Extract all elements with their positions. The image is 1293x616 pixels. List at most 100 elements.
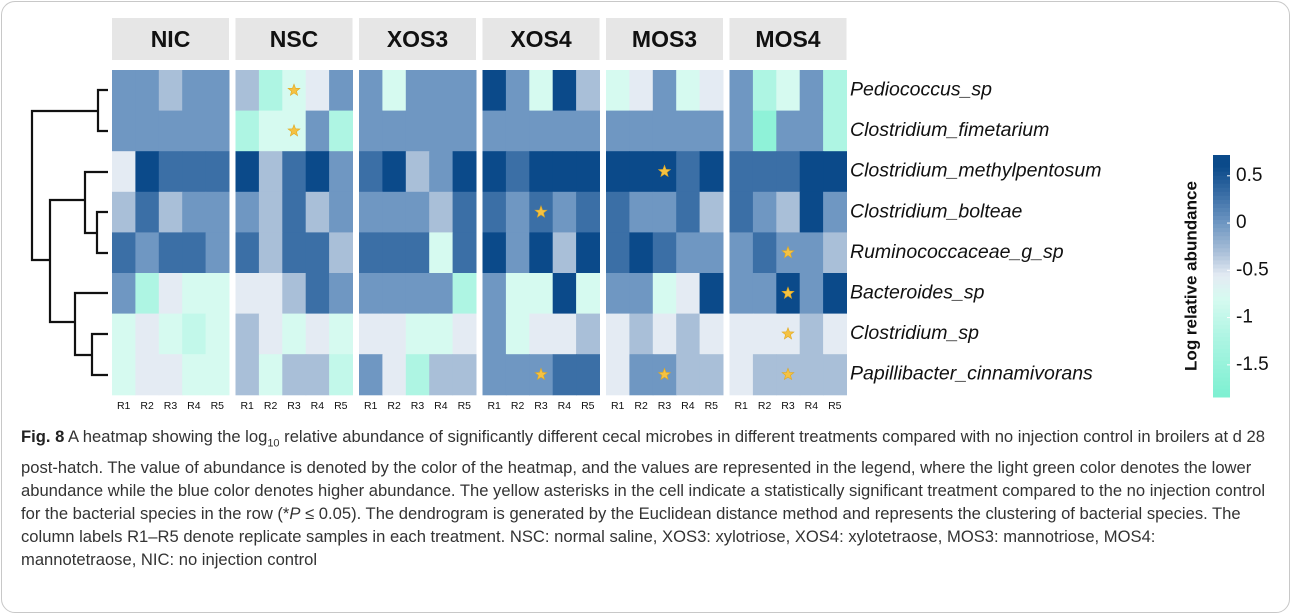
cell — [158, 232, 183, 274]
cell — [799, 191, 824, 233]
cell — [452, 191, 477, 233]
cell — [799, 151, 824, 193]
cell — [429, 232, 454, 274]
cell — [629, 191, 654, 233]
colorbar-step — [1213, 360, 1230, 366]
cell — [205, 191, 230, 233]
cell — [135, 354, 160, 396]
row-label: Bacteroides_sp — [850, 281, 985, 303]
colorbar-step — [1213, 304, 1230, 309]
significance-star — [657, 164, 672, 178]
cell — [629, 232, 654, 274]
cell — [429, 191, 454, 233]
colorbar-step — [1213, 191, 1230, 196]
significance-star — [534, 367, 548, 381]
cell — [452, 354, 477, 396]
cell — [823, 151, 847, 193]
cell — [576, 273, 600, 315]
colorbar-step — [1213, 211, 1230, 216]
cell — [359, 313, 383, 355]
cell — [482, 354, 507, 396]
cell — [329, 70, 353, 112]
column-label: R5 — [828, 400, 842, 412]
cell — [752, 354, 777, 396]
cell — [429, 313, 454, 355]
cell — [552, 70, 577, 112]
cell — [552, 151, 577, 193]
cell — [799, 70, 824, 112]
cell — [205, 273, 230, 315]
cell — [776, 70, 801, 112]
cell — [799, 313, 824, 355]
cell — [429, 70, 454, 112]
caption-text: A heatmap showing the log — [64, 427, 268, 446]
cell — [112, 151, 136, 193]
colorbar-step — [1213, 300, 1230, 305]
cell — [699, 191, 724, 233]
cell — [205, 313, 230, 355]
cell — [799, 232, 824, 274]
cell — [305, 151, 330, 193]
colorbar-step — [1213, 187, 1230, 192]
cell — [652, 110, 677, 152]
column-label: R3 — [658, 400, 672, 412]
column-label: R1 — [240, 400, 254, 412]
cell — [382, 70, 407, 112]
cell — [258, 313, 283, 355]
cell — [505, 70, 530, 112]
cell — [505, 110, 530, 152]
colorbar-tick-label: -0.5 — [1236, 259, 1269, 280]
colorbar-step — [1213, 259, 1230, 265]
significance-star — [287, 123, 301, 137]
colorbar-step — [1213, 207, 1230, 212]
cell — [699, 354, 724, 396]
colorbar-step — [1213, 239, 1230, 245]
cell — [258, 191, 283, 233]
column-label: R4 — [805, 400, 819, 412]
cell — [676, 232, 701, 274]
cell — [158, 70, 183, 112]
cell — [158, 273, 183, 315]
cell — [405, 273, 430, 315]
cell — [205, 151, 230, 193]
colorbar-step — [1213, 203, 1230, 208]
column-label: R5 — [458, 400, 472, 412]
cell — [235, 110, 260, 152]
cell — [606, 70, 630, 112]
column-label: R3 — [411, 400, 425, 412]
cell — [729, 191, 754, 233]
cell — [823, 110, 847, 152]
column-label: R3 — [534, 400, 548, 412]
cell — [823, 191, 847, 233]
cell — [452, 232, 477, 274]
cell — [158, 354, 183, 396]
cell — [606, 354, 630, 396]
caption-sub: 10 — [267, 437, 280, 450]
cell — [552, 313, 577, 355]
cell — [799, 273, 824, 315]
colorbar-step — [1213, 231, 1230, 237]
cell — [405, 232, 430, 274]
cell — [182, 232, 207, 274]
colorbar-step — [1213, 175, 1230, 180]
group-header-bg — [729, 18, 847, 60]
colorbar-step — [1213, 251, 1230, 257]
colorbar-step — [1213, 171, 1230, 176]
cell — [305, 191, 330, 233]
cell — [729, 354, 754, 396]
cell — [676, 70, 701, 112]
cell — [258, 273, 283, 315]
column-label: R4 — [558, 400, 572, 412]
colorbar-step — [1213, 352, 1230, 358]
cell — [258, 70, 283, 112]
cell — [629, 70, 654, 112]
cell — [329, 110, 353, 152]
colorbar-step — [1213, 255, 1230, 261]
cell — [135, 110, 160, 152]
colorbar-step — [1213, 183, 1230, 188]
cell — [359, 110, 383, 152]
column-label: R5 — [211, 400, 225, 412]
cell — [429, 273, 454, 315]
cell — [606, 273, 630, 315]
